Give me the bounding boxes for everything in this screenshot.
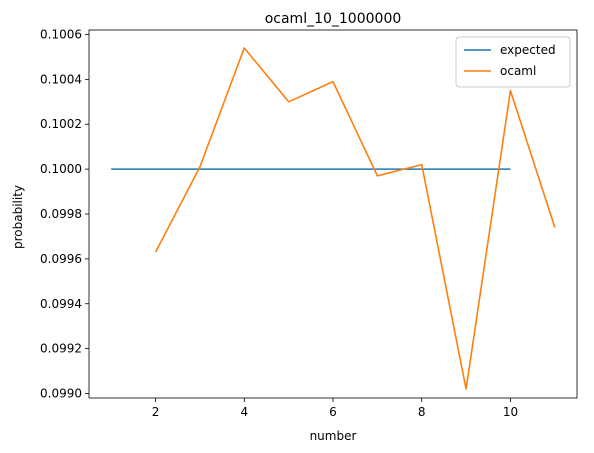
x-tick-label: 2: [152, 405, 160, 419]
y-tick-label: 0.0998: [40, 207, 82, 221]
legend-label-expected: expected: [500, 43, 556, 57]
y-tick-label: 0.1004: [40, 72, 82, 86]
series-line-ocaml: [154, 47, 556, 390]
x-tick-label: 8: [418, 405, 426, 419]
x-axis: 2 4 6 8 10: [152, 398, 518, 419]
x-axis-label: number: [310, 429, 357, 443]
x-tick-label: 10: [503, 405, 518, 419]
y-axis-label: probability: [11, 185, 25, 249]
x-tick-label: 6: [329, 405, 337, 419]
y-tick-label: 0.1002: [40, 117, 82, 131]
legend: expected ocaml: [455, 36, 571, 88]
y-axis: 0.0990 0.0992 0.0994 0.0996 0.0998 0.1000 0.10…: [40, 27, 89, 401]
y-tick-label: 0.0990: [40, 387, 82, 401]
x-tick-label: 4: [240, 405, 248, 419]
y-tick-label: 0.1000: [40, 162, 82, 176]
y-tick-label: 0.1006: [40, 27, 82, 41]
legend-label-ocaml: ocaml: [500, 64, 536, 78]
chart-title: ocaml_10_1000000: [265, 11, 402, 27]
y-tick-label: 0.0996: [40, 252, 82, 266]
y-tick-label: 0.0992: [40, 342, 82, 356]
y-tick-label: 0.0994: [40, 297, 82, 311]
